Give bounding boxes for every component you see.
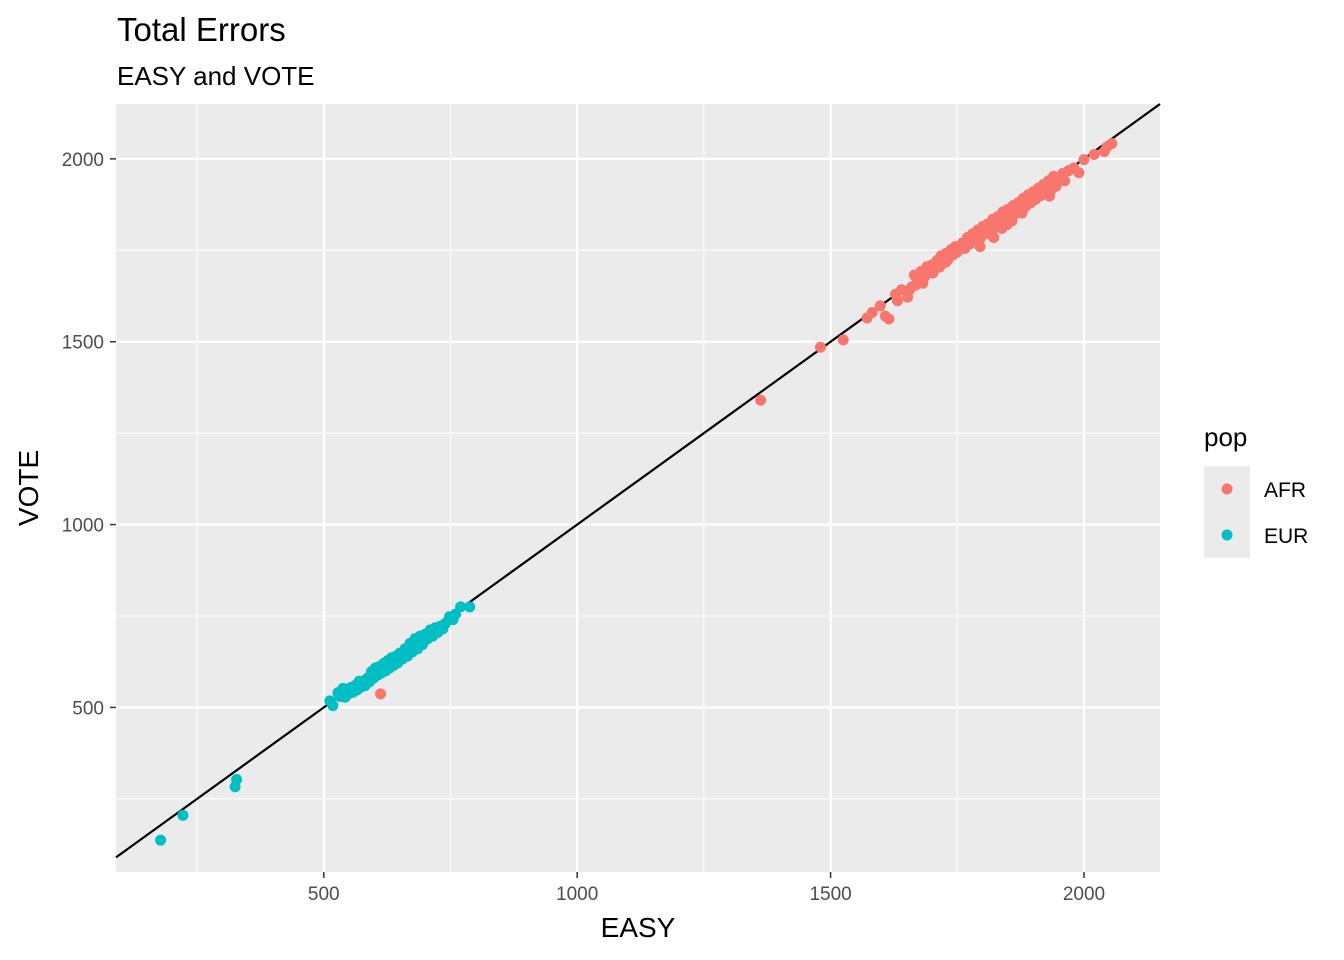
- data-point-eur: [464, 601, 476, 613]
- data-point-afr: [910, 279, 922, 291]
- data-point-afr: [927, 267, 939, 279]
- data-point-afr: [1088, 148, 1100, 160]
- legend: pop AFR EUR: [1204, 422, 1308, 558]
- legend-label-afr: AFR: [1264, 479, 1306, 502]
- data-point-afr: [866, 306, 878, 318]
- major-gridlines: [116, 104, 1160, 872]
- data-point-eur: [380, 660, 392, 672]
- data-point-afr: [1001, 219, 1013, 231]
- chart-title: Total Errors: [117, 11, 286, 48]
- data-point-eur: [327, 700, 339, 712]
- data-point-eur: [155, 834, 167, 846]
- chart-subtitle: EASY and VOTE: [117, 61, 315, 91]
- legend-label-eur: EUR: [1264, 525, 1308, 548]
- data-point-afr: [837, 334, 849, 346]
- series-eur-points: [155, 601, 476, 846]
- data-point-afr: [1078, 154, 1090, 166]
- legend-marker-eur: [1221, 529, 1233, 541]
- data-point-afr: [375, 688, 387, 700]
- minor-gridlines: [116, 104, 1160, 872]
- series-afr-points: [375, 137, 1118, 700]
- y-tick-label: 1000: [62, 516, 104, 537]
- x-axis-title: EASY: [601, 912, 676, 943]
- legend-title: pop: [1204, 422, 1247, 452]
- data-point-afr: [1106, 137, 1118, 149]
- x-axis-ticks: 500 1000 1500 2000: [308, 872, 1105, 905]
- x-tick-label: 2000: [1063, 884, 1105, 905]
- x-tick-label: 500: [308, 884, 340, 905]
- data-point-eur: [360, 674, 372, 686]
- data-point-eur: [403, 645, 415, 657]
- data-point-eur: [177, 809, 189, 821]
- x-tick-label: 1500: [809, 884, 851, 905]
- data-point-afr: [1044, 190, 1056, 202]
- data-point-eur: [390, 655, 402, 667]
- y-axis-title: VOTE: [13, 450, 44, 526]
- data-point-eur: [423, 630, 435, 642]
- data-point-afr: [974, 241, 986, 253]
- data-point-afr: [755, 394, 767, 406]
- data-point-eur: [455, 601, 467, 613]
- data-point-afr: [1073, 167, 1085, 179]
- y-tick-label: 500: [72, 698, 104, 719]
- data-point-afr: [1059, 175, 1071, 187]
- data-point-eur: [413, 639, 425, 651]
- y-tick-label: 2000: [62, 150, 104, 171]
- data-point-eur: [231, 773, 243, 785]
- data-point-afr: [883, 313, 895, 325]
- data-point-afr: [891, 295, 903, 307]
- data-point-afr: [814, 341, 826, 353]
- y-axis-ticks: 500 1000 1500 2000: [62, 150, 116, 719]
- y-tick-label: 1500: [62, 333, 104, 354]
- data-point-afr: [983, 226, 995, 238]
- data-point-afr: [940, 256, 952, 268]
- data-point-eur: [433, 625, 445, 637]
- x-tick-label: 1000: [556, 884, 598, 905]
- legend-marker-afr: [1221, 483, 1233, 495]
- data-point-afr: [874, 300, 886, 312]
- data-point-eur: [370, 667, 382, 679]
- data-point-afr: [1016, 207, 1028, 219]
- data-point-afr: [1028, 194, 1040, 206]
